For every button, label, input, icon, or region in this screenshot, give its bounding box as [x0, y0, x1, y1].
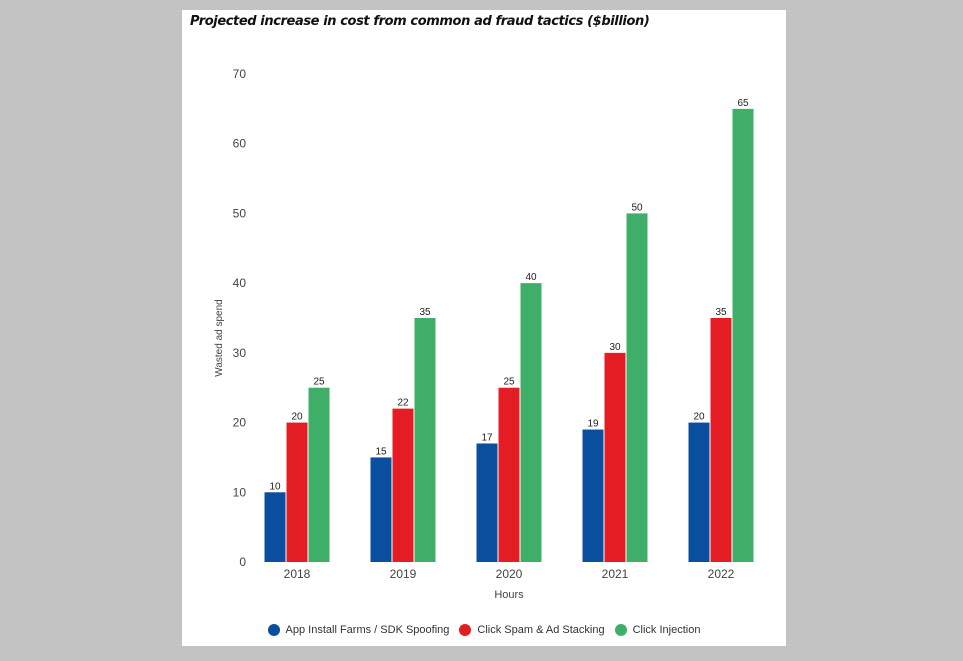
bar	[520, 283, 542, 562]
x-tick-label: 2019	[390, 567, 417, 581]
data-label: 40	[525, 272, 537, 283]
bar	[392, 408, 414, 562]
data-label: 17	[481, 432, 493, 443]
legend-item[interactable]: Click Injection	[614, 624, 701, 636]
data-label: 35	[715, 307, 727, 318]
bar	[370, 457, 392, 562]
x-tick-label: 2022	[708, 567, 735, 581]
bar	[732, 108, 754, 562]
y-tick-label: 40	[233, 276, 247, 290]
chart-title: Projected increase in cost from common a…	[190, 14, 650, 29]
x-tick-label: 2018	[284, 567, 311, 581]
bar	[688, 422, 710, 562]
data-label: 10	[269, 481, 281, 492]
bar	[498, 387, 520, 562]
bar	[710, 318, 732, 562]
legend-item[interactable]: App Install Farms / SDK Spoofing	[267, 624, 450, 636]
legend-label: App Install Farms / SDK Spoofing	[285, 624, 450, 636]
x-axis-label: Hours	[494, 589, 524, 601]
legend-dot-icon	[614, 624, 627, 636]
bar	[626, 213, 648, 562]
bar	[604, 352, 626, 562]
data-label: 50	[631, 202, 643, 213]
y-axis-label: Wasted ad spend	[214, 299, 225, 376]
y-tick-label: 30	[233, 346, 247, 360]
y-tick-label: 70	[233, 67, 247, 81]
data-label: 20	[693, 412, 705, 423]
y-tick-label: 0	[239, 555, 246, 569]
bar	[414, 318, 436, 562]
legend-dot-icon	[459, 624, 472, 636]
y-tick-label: 10	[233, 485, 247, 499]
bar	[476, 443, 498, 562]
data-label: 20	[291, 412, 303, 423]
legend: App Install Farms / SDK Spoofing Click Sp…	[182, 624, 786, 636]
x-tick-label: 2021	[602, 567, 629, 581]
data-label: 15	[375, 446, 387, 457]
y-tick-label: 20	[233, 416, 247, 430]
y-tick-label: 50	[233, 206, 247, 220]
legend-dot-icon	[267, 624, 280, 636]
data-label: 25	[313, 377, 325, 388]
data-label: 19	[587, 419, 599, 430]
bar	[264, 492, 286, 562]
legend-label: Click Spam & Ad Stacking	[477, 624, 605, 636]
legend-item[interactable]: Click Spam & Ad Stacking	[459, 624, 605, 636]
y-tick-label: 60	[233, 137, 247, 151]
chart-panel: Projected increase in cost from common a…	[182, 10, 786, 646]
x-tick-label: 2020	[496, 567, 523, 581]
bar-chart: 0102030405060702018102025201915223520201…	[214, 67, 754, 601]
data-label: 35	[419, 307, 431, 318]
data-label: 25	[503, 377, 515, 388]
bar	[286, 422, 308, 562]
data-label: 22	[397, 398, 409, 409]
data-label: 30	[609, 342, 621, 353]
bar	[308, 387, 330, 562]
legend-label: Click Injection	[632, 624, 701, 636]
bar	[582, 429, 604, 562]
data-label: 65	[737, 98, 749, 109]
